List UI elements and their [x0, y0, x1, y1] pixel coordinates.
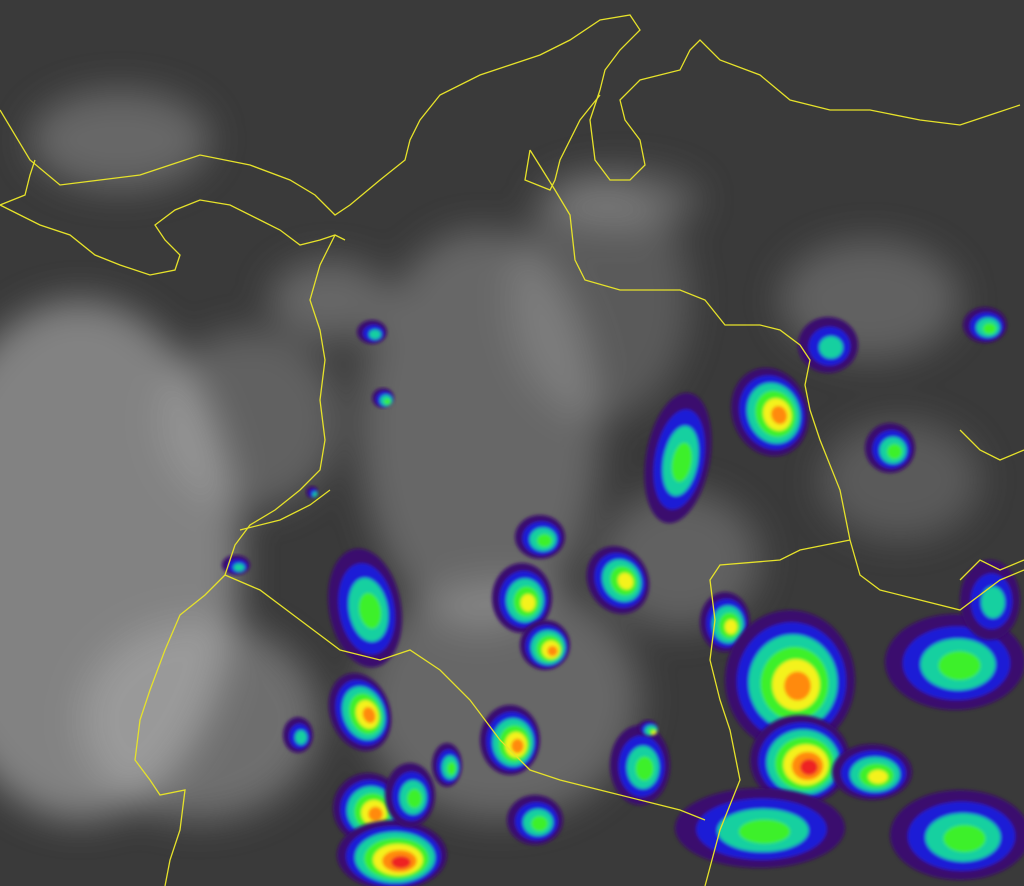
cell-contour [982, 323, 997, 335]
cell-contour [446, 761, 457, 776]
storm-cell [515, 515, 565, 559]
storm-cell [520, 620, 570, 670]
cell-contour [981, 586, 1005, 619]
storm-cell [960, 560, 1020, 640]
storm-cell [507, 795, 563, 845]
cloud-layer [0, 90, 980, 820]
storm-cells [222, 307, 1024, 886]
cell-contour [617, 572, 634, 590]
storm-cell [306, 486, 318, 498]
cell-contour [369, 329, 381, 340]
cell-contour [391, 855, 411, 869]
storm-cell [750, 715, 850, 805]
storm-cell [963, 307, 1007, 343]
coastlines-borders [0, 14, 1024, 886]
cell-contour [358, 592, 382, 629]
cell-contour [938, 651, 981, 681]
storm-cell [890, 790, 1024, 880]
storm-cell [675, 788, 845, 868]
cell-contour [771, 405, 788, 425]
cell-contour [943, 824, 986, 853]
cell-contour [800, 759, 818, 776]
cell-contour [312, 492, 318, 497]
storm-cell [328, 548, 402, 668]
cell-contour [295, 730, 307, 745]
border-line [0, 14, 641, 216]
cell-contour [368, 806, 383, 822]
cell-contour [536, 533, 553, 548]
cell-contour [520, 594, 536, 612]
cell-contour [724, 619, 738, 635]
border-line [224, 574, 706, 821]
cloud-area [510, 180, 690, 420]
storm-cell [337, 820, 447, 886]
storm-cell [357, 320, 387, 344]
cell-contour [886, 444, 903, 460]
storm-cell [385, 763, 435, 827]
cell-contour [738, 819, 791, 844]
border-line [589, 39, 1021, 181]
storm-cell [865, 423, 915, 473]
cell-contour [547, 645, 558, 657]
cell-contour [868, 769, 888, 784]
storm-cell [725, 610, 855, 750]
border-line [0, 159, 36, 206]
border-line [0, 199, 346, 276]
cell-contour [362, 707, 376, 724]
cell-contour [531, 816, 548, 832]
cloud-area [270, 260, 390, 340]
cell-contour [635, 756, 654, 781]
storm-cell [644, 392, 712, 524]
storm-cell [480, 705, 540, 775]
cloud-area [820, 420, 980, 540]
cell-contour [671, 442, 692, 483]
cloud-area [540, 170, 700, 230]
storm-cell [798, 317, 858, 373]
cell-contour [819, 336, 843, 359]
storm-cell [731, 367, 809, 457]
cell-contour [233, 563, 245, 572]
cloud-area [30, 90, 210, 190]
border-line [529, 149, 1024, 611]
storm-cell [283, 717, 313, 753]
storm-cell [432, 743, 462, 787]
storm-cell [222, 555, 250, 575]
cell-contour [651, 730, 657, 735]
storm-cell [328, 673, 392, 751]
border-line [239, 489, 331, 531]
border-line [959, 429, 1024, 461]
storm-cell [832, 744, 912, 800]
storm-cell [492, 563, 552, 633]
cloud-area [80, 620, 320, 820]
cell-contour [511, 738, 524, 754]
storm-cell [638, 720, 658, 736]
cloud-area [160, 330, 340, 510]
border-line [959, 559, 1024, 581]
storm-cell [586, 546, 650, 614]
border-line [524, 94, 601, 191]
border-line [704, 539, 851, 886]
cell-contour [384, 398, 391, 405]
storm-cell [372, 388, 394, 408]
cloud-area [360, 580, 640, 820]
storm-cell [610, 725, 670, 805]
cell-contour [784, 671, 811, 701]
cell-contour [406, 788, 423, 809]
